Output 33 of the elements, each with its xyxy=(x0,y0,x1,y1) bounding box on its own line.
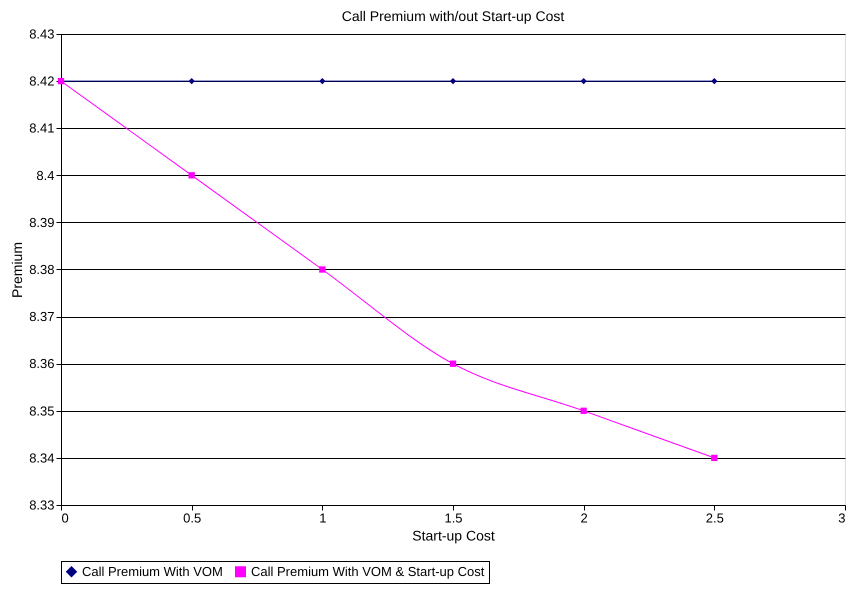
y-tick-label: 8.4 xyxy=(36,168,54,183)
point xyxy=(188,172,195,178)
y-tick-label: 8.36 xyxy=(29,356,54,372)
point xyxy=(450,360,456,367)
point xyxy=(580,78,587,84)
chart-title: Call Premium with/out Start-up Cost xyxy=(342,8,564,24)
y-tick-label: 8.37 xyxy=(29,309,54,324)
point xyxy=(319,78,326,84)
x-tick-label: 3 xyxy=(838,510,846,526)
x-tick-label: 0 xyxy=(62,510,69,526)
y-tick-label: 8.43 xyxy=(29,26,54,42)
x-axis-title: Start-up Cost xyxy=(412,528,495,544)
point xyxy=(450,78,456,84)
y-tick-label: 8.38 xyxy=(29,262,54,277)
y-tick-label: 8.42 xyxy=(29,74,54,89)
y-axis-title: Premium xyxy=(9,242,26,298)
x-tick-label: 1 xyxy=(319,510,326,526)
legend-label: Call Premium With VOM & Start-up Cost xyxy=(251,564,485,579)
x-tick-label: 2 xyxy=(580,510,588,526)
point xyxy=(711,454,718,462)
point xyxy=(711,78,718,84)
y-tick-label: 8.41 xyxy=(29,120,54,136)
y-tick-label: 8.35 xyxy=(29,403,54,418)
point xyxy=(319,266,326,273)
x-tick-label: 2.5 xyxy=(706,510,724,526)
point xyxy=(580,408,587,414)
legend-label: Call Premium With VOM xyxy=(82,564,223,579)
y-tick-label: 8.34 xyxy=(29,450,54,466)
point xyxy=(188,78,195,84)
y-tick-label: 8.39 xyxy=(29,214,54,230)
y-tick-label: 8.33 xyxy=(29,498,54,512)
x-tick-label: 1.5 xyxy=(444,510,463,526)
x-tick-label: 0.5 xyxy=(183,510,202,526)
